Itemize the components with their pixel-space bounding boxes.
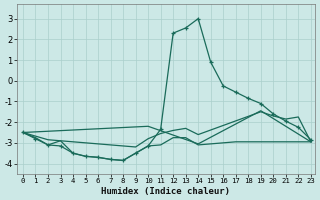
X-axis label: Humidex (Indice chaleur): Humidex (Indice chaleur) xyxy=(101,187,230,196)
